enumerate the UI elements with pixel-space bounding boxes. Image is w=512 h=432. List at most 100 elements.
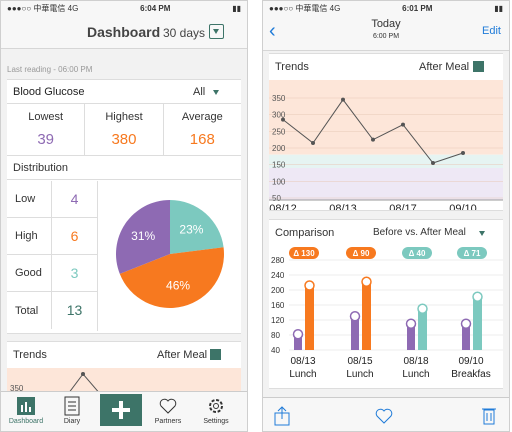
average-value: 168: [189, 131, 215, 148]
low-range-band: [269, 168, 503, 200]
tab-settings[interactable]: Settings: [191, 392, 241, 431]
action-bar: [263, 397, 509, 431]
highest-label: Highest: [105, 111, 143, 123]
heart-icon[interactable]: [375, 407, 393, 425]
highest-cell: Highest 380: [85, 104, 164, 155]
high-range-band: [269, 80, 503, 155]
tab-dashboard[interactable]: Dashboard: [1, 392, 51, 431]
bar-after: [418, 308, 427, 350]
dist-row: Good 3: [7, 254, 97, 292]
nav-bar: ‹ Today 6:00 PM Edit: [263, 15, 509, 51]
bar-after: [305, 285, 314, 350]
diary-icon: [64, 396, 80, 416]
trends-dropdown-icon[interactable]: [473, 61, 484, 72]
bar-before-cap: [405, 318, 417, 329]
x-meal-label: Lunch: [289, 369, 316, 380]
bar-after-cap: [417, 303, 428, 314]
pie-slice: [119, 247, 224, 308]
dist-label: Low: [15, 193, 36, 205]
trends-filter[interactable]: After Meal: [419, 61, 470, 73]
bar-before-cap: [292, 329, 304, 340]
target-range-band: [269, 154, 503, 168]
page-title: Today: [371, 18, 401, 30]
highest-value: 380: [111, 131, 137, 148]
delta-badge: [346, 247, 376, 259]
y-tick-label: 250: [272, 127, 286, 136]
delta-badge: [402, 247, 432, 259]
data-point: [341, 97, 345, 102]
bar-before: [462, 323, 470, 350]
pie-slice: [115, 200, 170, 274]
x-date-label: 09/10: [458, 356, 483, 367]
y-tick-label: 50: [272, 194, 281, 203]
pie-label: 31%: [131, 229, 155, 243]
dist-high-value: 6: [51, 217, 97, 255]
comparison-filter[interactable]: Before vs. After Meal: [373, 227, 466, 238]
pie-slice: [170, 200, 224, 254]
status-bar: ●●●○○ 中華電信 4G 6:01 PM ▮▮: [263, 1, 509, 15]
comparison-title: Comparison: [275, 227, 335, 239]
distribution-title: Distribution: [7, 156, 241, 180]
bg-filter-arrow-icon[interactable]: [213, 90, 219, 95]
back-chevron-icon[interactable]: ‹: [269, 20, 276, 42]
tab-settings-label: Settings: [203, 418, 229, 425]
diary-detail-screen: ●●●○○ 中華電信 4G 6:01 PM ▮▮ ‹ Today 6:00 PM…: [262, 0, 510, 432]
stats-row: Lowest 39 Highest 380 Average 168: [7, 104, 241, 156]
trash-icon[interactable]: [481, 405, 497, 425]
data-point: [371, 137, 375, 142]
bg-filter[interactable]: All: [193, 86, 206, 98]
trends-header: Trends After Meal: [7, 342, 241, 368]
trends-title: Trends: [13, 349, 47, 361]
page-subtitle: 6:00 PM: [372, 33, 400, 40]
trends-tick: 350: [10, 384, 24, 393]
battery-icon: ▮▮: [494, 3, 503, 13]
page-title: Dashboard: [87, 24, 161, 40]
battery-icon: ▮▮: [232, 3, 241, 13]
x-tick-label: 08/17: [389, 203, 417, 210]
bar-before: [351, 316, 359, 350]
tab-partners-label: Partners: [154, 418, 182, 425]
comparison-arrow-icon[interactable]: [479, 231, 485, 236]
x-date-label: 08/15: [347, 356, 372, 367]
dist-row: Total 13: [7, 292, 97, 329]
dashboard-screen: ●●●○○ 中華電信 4G 6:04 PM ▮▮ Dashboard 30 da…: [0, 0, 248, 432]
tab-partners[interactable]: Partners: [143, 392, 193, 431]
edit-button[interactable]: Edit: [482, 25, 501, 37]
trends-filter[interactable]: After Meal: [157, 349, 208, 361]
bar-before: [294, 334, 302, 350]
status-time: 6:04 PM: [140, 3, 171, 13]
x-tick-label: 09/10: [449, 203, 477, 210]
y-tick-label: 280: [271, 256, 285, 265]
pie-label: 46%: [166, 278, 190, 292]
trends-dropdown-icon[interactable]: [210, 349, 221, 360]
dist-row: High 6: [7, 217, 97, 255]
add-entry-button[interactable]: [100, 394, 142, 426]
distribution-pie-chart: 23% 46% 31%: [97, 181, 224, 331]
network-label: 4G: [67, 3, 79, 13]
tab-diary[interactable]: Diary: [47, 392, 97, 431]
period-dropdown-button[interactable]: [209, 24, 224, 39]
dist-low-value: 4: [51, 180, 97, 218]
carrier-label: ●●●○○ 中華電信: [269, 3, 328, 13]
delta-label: Δ 40: [409, 249, 426, 258]
share-icon[interactable]: [273, 406, 291, 426]
bar-after-cap: [304, 280, 315, 291]
dist-total-value: 13: [51, 292, 97, 329]
lowest-label: Lowest: [28, 111, 64, 123]
y-tick-label: 40: [271, 346, 280, 355]
y-tick-label: 200: [272, 144, 286, 153]
bar-before-cap: [349, 311, 361, 322]
trends-card: Trends After Meal 350 300 250 200 150 100 50 08…: [269, 53, 503, 211]
y-tick-label: 80: [271, 331, 280, 340]
carrier-label: ●●●○○ 中華電信: [7, 3, 66, 13]
bar-after-cap: [472, 291, 483, 302]
data-point: [431, 161, 435, 165]
y-tick-label: 150: [272, 161, 286, 170]
bar-before: [407, 323, 415, 350]
tab-bar: Dashboard Diary Partners Settings: [1, 391, 247, 431]
tab-diary-label: Diary: [63, 418, 81, 425]
data-point: [281, 117, 285, 122]
y-tick-label: 240: [271, 271, 285, 280]
period-label[interactable]: 30 days: [163, 26, 206, 40]
x-tick-label: 08/13: [329, 203, 357, 210]
